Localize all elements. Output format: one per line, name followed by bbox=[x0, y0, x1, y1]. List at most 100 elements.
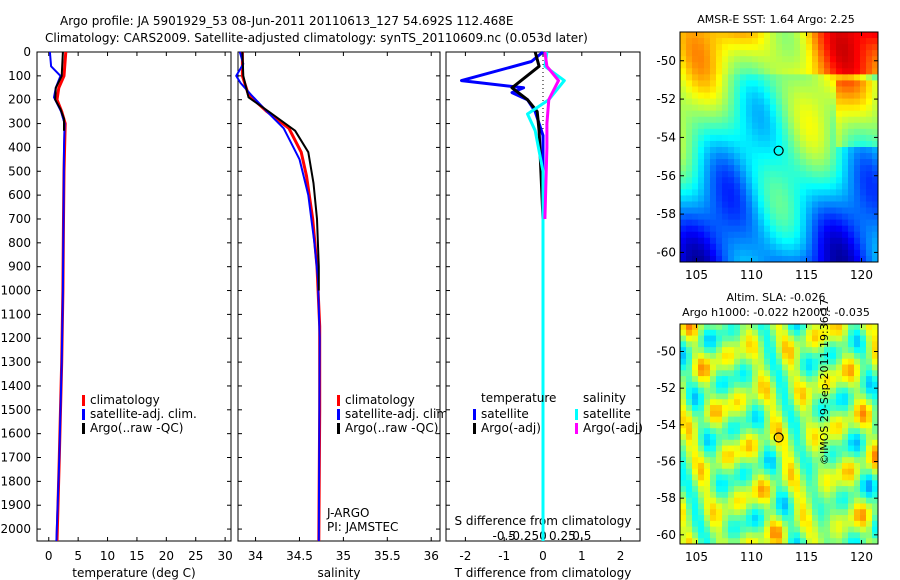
heatmap-cell bbox=[818, 376, 825, 383]
heatmap-cell bbox=[770, 177, 777, 184]
heatmap-cell bbox=[794, 399, 801, 406]
heatmap-cell bbox=[710, 195, 717, 203]
heatmap-cell bbox=[824, 457, 831, 464]
heatmap-cell bbox=[770, 110, 777, 118]
heatmap-cell bbox=[752, 376, 759, 383]
heatmap-cell bbox=[680, 486, 687, 493]
heatmap-cell bbox=[704, 110, 711, 118]
heatmap-cell bbox=[842, 116, 849, 124]
heatmap-cell bbox=[680, 376, 687, 383]
heatmap-cell bbox=[860, 32, 867, 39]
heatmap-cell bbox=[770, 80, 777, 88]
heatmap-cell bbox=[848, 231, 855, 239]
heatmap-cell bbox=[830, 480, 837, 487]
heatmap-cell bbox=[770, 38, 777, 45]
heatmap-cell bbox=[824, 439, 831, 447]
heatmap-cell bbox=[818, 352, 825, 360]
heatmap-cell bbox=[788, 486, 795, 493]
heatmap-cell bbox=[842, 92, 849, 100]
heatmap-cell bbox=[794, 32, 801, 39]
heatmap-cell bbox=[746, 335, 753, 342]
heatmap-cell bbox=[812, 207, 819, 215]
heatmap-cell bbox=[872, 434, 878, 441]
heatmap-cell bbox=[752, 32, 759, 39]
heatmap-cell bbox=[776, 468, 783, 476]
heatmap-cell bbox=[734, 171, 741, 178]
y-tick-label: -50 bbox=[656, 54, 676, 68]
heatmap-cell bbox=[812, 201, 819, 209]
heatmap-cell bbox=[860, 213, 867, 221]
heatmap-cell bbox=[818, 104, 825, 112]
heatmap-cell bbox=[812, 32, 819, 39]
heatmap-cell bbox=[746, 329, 753, 337]
heatmap-cell bbox=[836, 32, 843, 39]
heatmap-cell bbox=[728, 480, 735, 487]
heatmap-cell bbox=[698, 474, 705, 481]
heatmap-cell bbox=[758, 335, 765, 342]
heatmap-cell bbox=[752, 110, 759, 118]
heatmap-cell bbox=[836, 347, 843, 354]
heatmap-cell bbox=[770, 370, 777, 377]
heatmap-cell bbox=[848, 147, 855, 154]
heatmap-cell bbox=[704, 329, 711, 337]
heatmap-cell bbox=[860, 335, 867, 342]
heatmap-cell bbox=[752, 207, 759, 215]
heatmap-cell bbox=[848, 503, 855, 510]
heatmap-cell bbox=[716, 352, 723, 360]
heatmap-cell bbox=[830, 44, 837, 51]
heatmap-cell bbox=[746, 249, 753, 257]
heatmap-cell bbox=[782, 422, 789, 429]
heatmap-cell bbox=[758, 86, 765, 94]
heatmap-cell bbox=[728, 474, 735, 481]
heatmap-cell bbox=[776, 86, 783, 94]
heatmap-cell bbox=[818, 92, 825, 100]
heatmap-cell bbox=[800, 44, 807, 51]
heatmap-cell bbox=[848, 225, 855, 233]
heatmap-cell bbox=[860, 352, 867, 360]
heatmap-cell bbox=[758, 171, 765, 178]
heatmap-cell bbox=[758, 503, 765, 510]
heatmap-cell bbox=[860, 92, 867, 100]
heatmap-cell bbox=[788, 410, 795, 418]
heatmap-cell bbox=[782, 335, 789, 342]
heatmap-cell bbox=[680, 110, 687, 118]
heatmap-cell bbox=[752, 177, 759, 184]
heatmap-cell bbox=[686, 439, 693, 447]
heatmap-cell bbox=[794, 147, 801, 154]
heatmap-cell bbox=[824, 352, 831, 360]
heatmap-cell bbox=[686, 189, 693, 197]
heatmap-cell bbox=[722, 416, 729, 424]
heatmap-cell bbox=[698, 405, 705, 412]
heatmap-cell bbox=[692, 422, 699, 429]
heatmap-cell bbox=[680, 134, 687, 142]
heatmap-cell bbox=[860, 387, 867, 395]
heatmap-cell bbox=[806, 491, 813, 499]
heatmap-cell bbox=[686, 538, 693, 544]
heatmap-cell bbox=[818, 341, 825, 348]
heatmap-cell bbox=[842, 104, 849, 112]
heatmap-cell bbox=[752, 381, 759, 389]
heatmap-cell bbox=[866, 451, 873, 458]
heatmap-cell bbox=[830, 177, 837, 184]
heatmap-cell bbox=[698, 503, 705, 510]
heatmap-cell bbox=[872, 80, 878, 88]
heatmap-cell bbox=[692, 451, 699, 458]
heatmap-cell bbox=[716, 480, 723, 487]
heatmap-cell bbox=[770, 405, 777, 412]
heatmap-cell bbox=[848, 405, 855, 412]
heatmap-cell bbox=[794, 329, 801, 337]
y-tick-label: -52 bbox=[656, 381, 676, 395]
heatmap-cell bbox=[860, 405, 867, 412]
heatmap-cell bbox=[800, 387, 807, 395]
heatmap-cell bbox=[806, 237, 813, 245]
heatmap-cell bbox=[770, 387, 777, 395]
heatmap-cell bbox=[818, 86, 825, 94]
heatmap-cell bbox=[788, 249, 795, 257]
heatmap-cell bbox=[710, 434, 717, 441]
heatmap-cell bbox=[722, 62, 729, 69]
heatmap-cell bbox=[812, 171, 819, 178]
heatmap-cell bbox=[764, 538, 771, 544]
heatmap-cell bbox=[704, 80, 711, 88]
heatmap-cell bbox=[872, 128, 878, 136]
heatmap-cell bbox=[812, 451, 819, 458]
